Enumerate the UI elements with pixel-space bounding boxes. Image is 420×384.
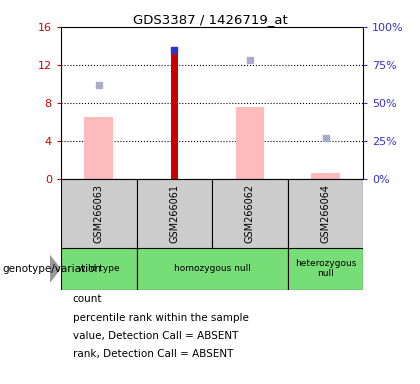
Bar <box>311 173 340 179</box>
Text: heterozygous
null: heterozygous null <box>295 259 356 278</box>
Bar <box>61 179 136 248</box>
Bar <box>136 248 288 290</box>
Polygon shape <box>50 255 60 282</box>
Text: genotype/variation: genotype/variation <box>2 264 101 274</box>
Bar <box>61 248 136 290</box>
Bar <box>288 248 363 290</box>
Text: percentile rank within the sample: percentile rank within the sample <box>73 313 249 323</box>
Bar <box>212 179 288 248</box>
Bar <box>236 106 264 179</box>
Text: GDS3387 / 1426719_at: GDS3387 / 1426719_at <box>133 13 287 26</box>
Text: wild type: wild type <box>78 264 120 273</box>
Text: GSM266062: GSM266062 <box>245 184 255 243</box>
Text: GSM266061: GSM266061 <box>169 184 179 243</box>
Text: GSM266064: GSM266064 <box>320 184 331 243</box>
Text: homozygous null: homozygous null <box>173 264 251 273</box>
Text: count: count <box>73 294 102 304</box>
Bar <box>171 53 178 179</box>
Bar <box>288 179 363 248</box>
Text: GSM266063: GSM266063 <box>94 184 104 243</box>
Bar <box>84 117 113 179</box>
Bar <box>136 179 212 248</box>
Text: value, Detection Call = ABSENT: value, Detection Call = ABSENT <box>73 331 238 341</box>
Text: rank, Detection Call = ABSENT: rank, Detection Call = ABSENT <box>73 349 233 359</box>
